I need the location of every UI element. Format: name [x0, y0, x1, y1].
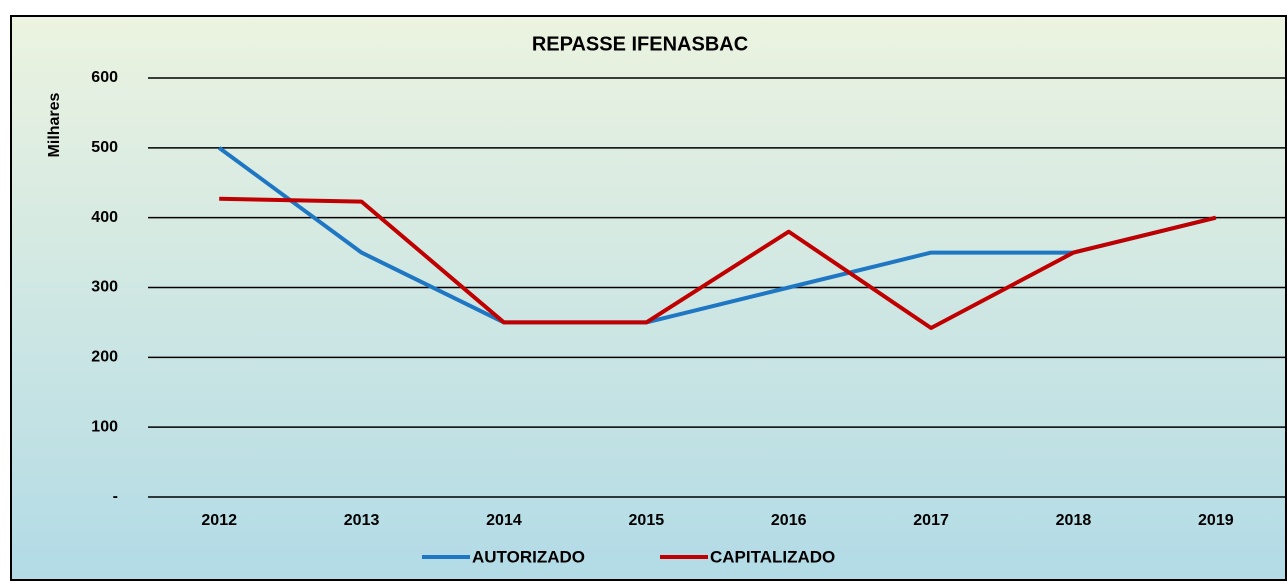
x-tick-label: 2017	[913, 512, 949, 529]
y-tick-label: 600	[91, 69, 118, 86]
legend-label: CAPITALIZADO	[710, 547, 835, 566]
x-tick-label: 2014	[486, 512, 522, 529]
x-tick-label: 2015	[629, 512, 665, 529]
y-tick-label: 500	[91, 139, 118, 156]
y-tick-label: 200	[91, 349, 118, 366]
x-tick-label: 2019	[1198, 512, 1234, 529]
y-tick-label: 400	[91, 209, 118, 226]
x-tick-label: 2018	[1056, 512, 1092, 529]
chart-frame	[10, 15, 1287, 581]
x-tick-label: 2012	[201, 512, 237, 529]
y-tick-label: 100	[91, 418, 118, 435]
x-tick-label: 2013	[344, 512, 380, 529]
y-tick-label: -	[113, 488, 118, 505]
y-tick-label: 300	[91, 279, 118, 296]
series-line	[218, 146, 1217, 325]
x-tick-label: 2016	[771, 512, 807, 529]
series-line	[219, 196, 1217, 331]
y-axis-label: Milhares	[46, 92, 63, 157]
legend-label: AUTORIZADO	[472, 547, 585, 566]
chart-title: REPASSE IFENASBAC	[532, 33, 748, 55]
